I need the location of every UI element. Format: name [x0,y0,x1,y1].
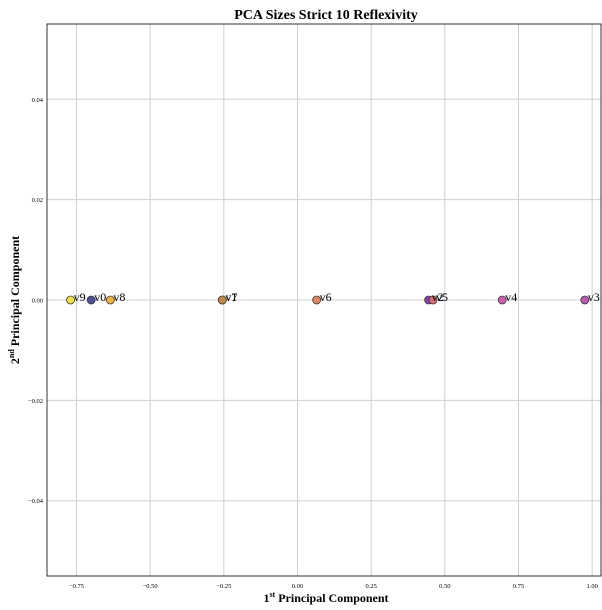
plot-frame [46,23,602,577]
point-label-v0: v0 [94,290,106,304]
y-axis-label: 2nd Principal Component [7,236,22,364]
point-label-v7: v7 [225,290,237,304]
y-tick-label: 0.00 [32,298,43,305]
point-label-v4: v4 [505,290,517,304]
chart-title: PCA Sizes Strict 10 Reflexivity [234,8,418,23]
y-tick-label: 0.04 [32,97,44,104]
x-axis-label: 1st Principal Component [263,590,388,605]
x-tick-label: 0.50 [439,583,450,590]
x-tick-label: 0.00 [292,583,303,590]
point-v4 [497,295,507,305]
y-tick-label: −0.02 [28,398,43,405]
x-tick-label: −0.75 [69,583,84,590]
y-tick-label: −0.04 [28,498,44,505]
point-v5 [428,295,438,305]
y-tick-label: 0.02 [32,197,43,204]
data-points [66,295,590,305]
point-v9 [66,295,75,305]
point-label-v9: v9 [74,290,86,304]
point-v7 [217,295,227,305]
x-tick-label: −0.50 [143,583,158,590]
tick-labels: −0.75 −0.50 −0.25 0.00 0.25 0.50 0.75 1.00 −0.04… [28,97,598,590]
x-tick-label: 0.75 [513,583,524,590]
point-label-v6: v6 [320,290,332,304]
point-v6 [312,295,322,305]
point-label-v8: v8 [113,290,125,304]
point-v8 [105,295,115,305]
point-label-v1: v1 [225,290,237,304]
x-tick-label: −0.25 [216,583,231,590]
point-label-v3: v3 [588,290,600,304]
gridlines [47,24,601,576]
x-tick-label: 1.00 [586,583,597,590]
point-label-v5: v5 [436,290,448,304]
point-v3 [580,295,590,305]
point-v0 [86,295,96,305]
point-label-v2: v2 [432,290,444,304]
x-tick-label: 0.25 [365,583,376,590]
